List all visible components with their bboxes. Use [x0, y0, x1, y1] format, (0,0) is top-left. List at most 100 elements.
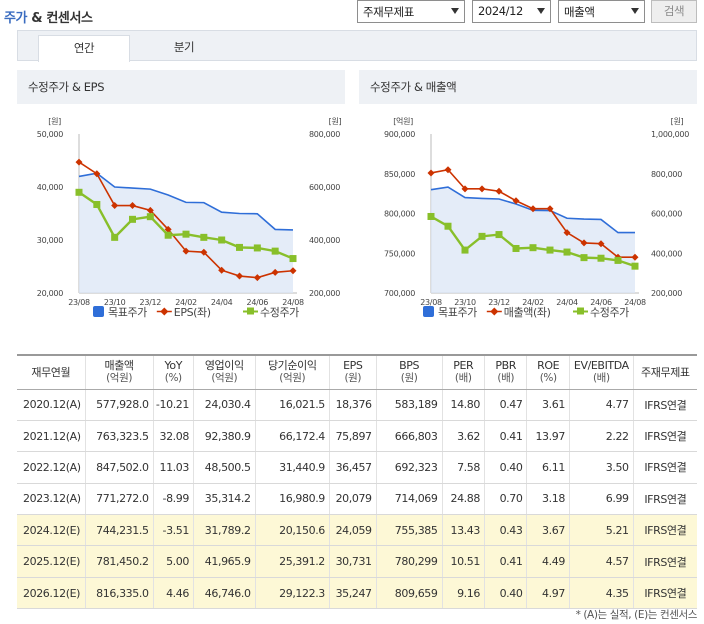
search-button[interactable]: 검색 — [651, 0, 697, 23]
column-header-label: 당기순이익 — [267, 359, 317, 373]
table-cell: IFRS연결 — [632, 514, 697, 547]
table-cell: 2023.12(A) — [17, 483, 86, 516]
table-cell: 6.99 — [568, 483, 634, 516]
table-cell: 0.41 — [483, 545, 527, 578]
left-axis-unit: [원] — [48, 117, 61, 126]
column-header-unit: (%) — [539, 372, 557, 385]
legend-swatch — [247, 307, 254, 315]
column-header-label: BPS — [399, 359, 420, 373]
adj-price-point — [146, 213, 154, 221]
table-cell: IFRS연결 — [632, 420, 697, 453]
left-series-point — [427, 169, 435, 177]
column-header: PER (배) — [441, 354, 485, 390]
left-series-point — [146, 206, 154, 214]
table-cell: 2020.12(A) — [17, 389, 86, 421]
table-row: 2025.12(E) 781,450.2 5.00 41,965.9 25,391.2 3… — [17, 545, 697, 578]
adj-price-point — [614, 256, 622, 264]
table-cell: 4.57 — [568, 545, 634, 578]
table-header-row: 재무연월 매출액 (억원) YoY (%) 영업이익 (억원) 당기순이익 (억원) EPS (원)… — [17, 354, 697, 390]
table-cell: 781,450.2 — [84, 545, 154, 578]
table-cell: 780,299 — [375, 545, 442, 578]
chart-panel-sales: 수정주가 & 매출액 [억원] [원] 900,000 850,000 800,000 7… — [359, 70, 697, 332]
x-tick-label: 24/06 — [590, 298, 612, 307]
adj-price-point — [271, 247, 279, 255]
x-tick-label: 23/12 — [140, 298, 162, 307]
adj-price-point — [129, 215, 136, 223]
table-cell: 692,323 — [375, 451, 442, 484]
right-tick-label: 200,000 — [651, 289, 682, 298]
column-header: EPS (원) — [328, 354, 377, 390]
right-tick-label: 600,000 — [309, 183, 340, 192]
legend-swatch — [423, 306, 434, 317]
right-tick-label: 800,000 — [309, 130, 340, 139]
column-header-label: YoY — [164, 359, 183, 373]
x-tick-label: 24/08 — [624, 298, 646, 307]
table-cell: 666,803 — [375, 420, 442, 453]
left-series-point — [546, 205, 554, 213]
left-tick-label: 900,000 — [384, 130, 415, 139]
right-tick-label: 400,000 — [309, 236, 340, 245]
statement-type-select[interactable]: 주재무제표 — [357, 0, 465, 23]
table-cell: IFRS연결 — [632, 577, 697, 610]
table-cell: 2024.12(E) — [17, 514, 86, 547]
right-tick-label: 600,000 — [651, 210, 682, 219]
table-cell: IFRS연결 — [632, 545, 697, 578]
left-series-point — [597, 240, 605, 248]
table-cell: 3.61 — [526, 389, 570, 421]
adj-price-point — [236, 243, 243, 251]
period-select[interactable]: 2024/12 — [472, 0, 551, 23]
left-series-point — [93, 170, 101, 178]
table-cell: 3.50 — [568, 451, 634, 484]
table-cell: 16,021.5 — [254, 389, 330, 421]
column-header-unit: (억원) — [106, 372, 133, 385]
period-value: 2024/12 — [478, 4, 523, 18]
chart-title: 수정주가 & EPS — [17, 70, 345, 104]
statement-type-value: 주재무제표 — [363, 5, 414, 19]
footnote: * (A)는 실적, (E)는 컨센서스 — [575, 609, 698, 621]
table-cell: 32.08 — [152, 420, 194, 453]
adj-price-point — [182, 230, 190, 238]
table-cell: 4.35 — [568, 577, 634, 610]
legend-label: 수정주가 — [260, 306, 299, 319]
table-cell: 0.40 — [483, 577, 527, 610]
adj-price-point — [461, 246, 469, 254]
tab-quarterly[interactable]: 분기 — [173, 40, 195, 54]
table-body: 2020.12(A) 577,928.0 -10.21 24,030.4 16,021.… — [17, 389, 697, 610]
table-row: 2026.12(E) 816,335.0 4.46 46,746.0 29,122.3 3… — [17, 577, 697, 610]
column-header: EV/EBITDA (배) — [568, 354, 634, 390]
legend-swatch — [490, 307, 499, 316]
legend-label: 매출액(좌) — [504, 306, 551, 319]
left-series-point — [236, 272, 243, 280]
tab-annual[interactable]: 연간 — [38, 35, 130, 62]
table-cell: 3.67 — [526, 514, 570, 547]
x-tick-label: 24/04 — [556, 298, 578, 307]
table-row: 2022.12(A) 847,502.0 11.03 48,500.5 31,440.9… — [17, 451, 697, 484]
legend-label: 목표주가 — [108, 306, 147, 319]
x-tick-label: 24/02 — [522, 298, 544, 307]
column-header: 매출액 (억원) — [84, 354, 154, 390]
table-cell: 0.43 — [483, 514, 527, 547]
adj-price-point — [546, 246, 554, 254]
column-header-label: EV/EBITDA — [573, 359, 629, 373]
left-series-point — [253, 274, 261, 282]
item-select[interactable]: 매출액 — [558, 0, 645, 23]
column-header-label: 영업이익 — [204, 359, 244, 373]
right-tick-label: 800,000 — [651, 170, 682, 179]
table-cell: 771,272.0 — [84, 483, 154, 516]
left-series-point — [631, 253, 639, 261]
table-cell: 9.16 — [441, 577, 485, 610]
table-cell: 14.80 — [441, 389, 485, 421]
adj-price-point — [512, 244, 520, 252]
column-header-label: 주재무제표 — [641, 365, 690, 379]
chevron-down-icon — [631, 8, 639, 14]
left-series-point — [129, 202, 136, 210]
adj-price-point — [478, 232, 486, 240]
table-cell: 0.41 — [483, 420, 527, 453]
table-cell: 13.43 — [441, 514, 485, 547]
target-price-line — [78, 172, 294, 231]
column-header: 주재무제표 — [632, 354, 697, 390]
table-cell: 35,314.2 — [192, 483, 256, 516]
adj-price-point — [75, 188, 83, 196]
table-cell: 13.97 — [526, 420, 570, 453]
adj-price-point — [164, 231, 172, 239]
